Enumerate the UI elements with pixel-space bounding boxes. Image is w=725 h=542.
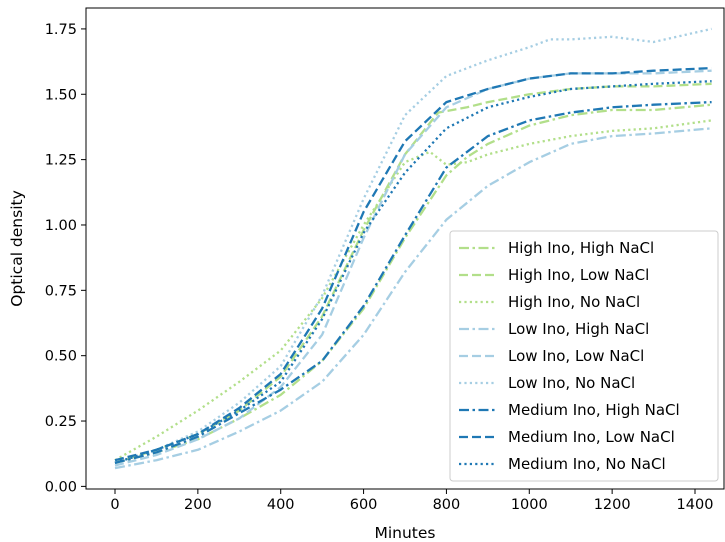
plot-lines [114, 27, 712, 470]
x-tick-label: 1000 [511, 497, 548, 513]
plot-frame [85, 7, 725, 490]
legend-label: Low Ino, Low NaCl [508, 347, 644, 365]
series-line-4 [114, 127, 712, 470]
x-tick-label: 800 [433, 497, 461, 513]
y-axis-title: Optical density [8, 190, 26, 307]
y-tick-label: 0.00 [45, 479, 77, 495]
series-line-6 [114, 27, 712, 464]
x-axis-title: Minutes [374, 524, 435, 542]
y-tick-label: 1.75 [45, 22, 77, 38]
series-line-1 [114, 103, 712, 465]
legend-label: Low Ino, No NaCl [508, 374, 635, 392]
series-line-3 [114, 119, 712, 462]
legend-label: Medium Ino, No NaCl [508, 455, 666, 473]
y-axis: 0.00 0.25 0.50 0.75 1.00 1.25 1.50 1.75 [45, 22, 86, 495]
legend-label: High Ino, Low NaCl [508, 266, 649, 284]
y-tick-label: 1.00 [45, 218, 77, 234]
y-tick-label: 1.25 [45, 153, 77, 169]
legend-label: High Ino, High NaCl [508, 239, 654, 257]
x-axis: 0 200 400 600 800 1000 1200 1400 [110, 489, 713, 513]
x-tick-label: 0 [110, 497, 119, 513]
y-tick-label: 0.75 [45, 283, 77, 299]
y-tick-label: 0.50 [45, 349, 77, 365]
legend-box [449, 230, 719, 482]
series-line-7 [114, 100, 712, 465]
x-tick-label: 1200 [594, 497, 631, 513]
legend-label: Medium Ino, Low NaCl [508, 428, 675, 446]
x-tick-label: 600 [350, 497, 378, 513]
legend-label: Medium Ino, High NaCl [508, 401, 680, 419]
x-tick-label: 400 [267, 497, 295, 513]
legend-label: High Ino, No NaCl [508, 293, 640, 311]
legend-label: Low Ino, High NaCl [508, 320, 649, 338]
y-tick-label: 0.25 [45, 414, 77, 430]
y-tick-label: 1.50 [45, 87, 77, 103]
x-tick-label: 1400 [677, 497, 714, 513]
series-line-9 [114, 80, 712, 464]
series-line-8 [114, 66, 712, 462]
legend: High Ino, High NaCl High Ino, Low NaCl Hig… [449, 230, 719, 482]
x-tick-label: 200 [184, 497, 212, 513]
